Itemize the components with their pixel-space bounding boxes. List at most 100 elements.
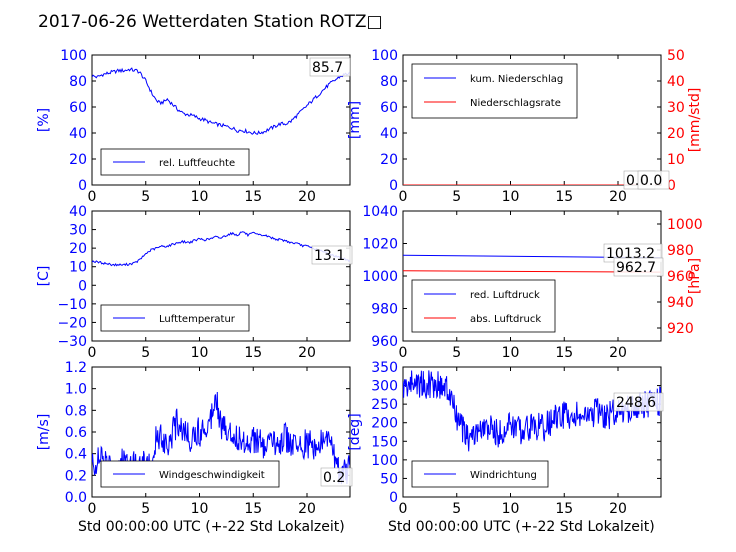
y-axis-label: [m/s] (36, 414, 52, 451)
x-tick-label: 10 (502, 345, 520, 361)
panel-3: 0 5 10 15 20 −30 −20 −10 0 10 20 30 40 [C] Lufttempera… (36, 204, 353, 361)
x-tick-label: 0 (88, 189, 97, 205)
annotation-box (613, 257, 664, 277)
y-tick-label-right: 940 (667, 295, 694, 311)
y-tick-label: 40 (69, 126, 87, 142)
x-tick-label: 15 (555, 345, 573, 361)
y-axis-label-right: [mm/std] (687, 88, 703, 153)
annotation-box (637, 170, 670, 190)
x-tick-label: 15 (555, 501, 573, 517)
y-tick-label-right: 980 (667, 243, 694, 259)
x-tick-label: 10 (502, 501, 520, 517)
annotation-value: 962.7 (616, 260, 656, 276)
x-axis-label-left: Std 00:00:00 UTC (+-22 Std Lokalzeit) (78, 519, 345, 535)
y-tick-label: 40 (69, 204, 87, 220)
y-tick-label: 0.6 (65, 425, 87, 441)
legend-label: Windgeschwindigkeit (159, 470, 265, 481)
y-tick-label: 0.4 (65, 447, 87, 463)
y-tick-label: 150 (371, 434, 398, 450)
x-tick-label: 0 (399, 189, 408, 205)
axes-frame (91, 54, 351, 186)
x-tick-label: 10 (191, 501, 209, 517)
y-tick-label-right: 920 (667, 321, 694, 337)
y-tick-label: 300 (371, 379, 398, 395)
legend-box (411, 63, 578, 119)
y-tick-label: 1040 (362, 204, 398, 220)
y-tick-label: 1.0 (65, 382, 87, 398)
y-tick-label: 100 (371, 453, 398, 469)
legend-label: Lufttemperatur (159, 314, 236, 325)
y-tick-label: 0 (389, 178, 398, 194)
y-tick-label-right: 20 (667, 126, 685, 142)
figure-title: 2017-06-26 Wetterdaten Station ROTZ□ (38, 12, 383, 32)
y-tick-label: 0.8 (65, 403, 87, 419)
x-tick-label: 0 (399, 501, 408, 517)
y-tick-label: 200 (371, 416, 398, 432)
legend-label: kum. Niederschlag (470, 74, 563, 85)
axes-frame (91, 210, 351, 342)
y-axis-label: [C] (36, 266, 52, 287)
x-tick-label: 10 (191, 345, 209, 361)
y-axis-label: [deg] (347, 413, 363, 450)
y-axis-label: [mm] (347, 101, 363, 139)
x-tick-label: 0 (399, 345, 408, 361)
y-tick-label-right: 50 (667, 48, 685, 64)
y-tick-label: 20 (69, 241, 87, 257)
y-tick-label-right: 40 (667, 74, 685, 90)
panel-1: 0 5 10 15 20 0 20 40 60 80 100 [%] rel. Luftfeuchte 8… (36, 48, 351, 205)
x-tick-label: 0 (88, 345, 97, 361)
legend-label: rel. Luftfeuchte (159, 158, 235, 169)
panel-4: 0 5 10 15 20 960 980 1000 1020 1040 920 940 960 980 10… (362, 204, 703, 361)
annotation-value: 13.1 (314, 248, 345, 264)
x-tick-label: 20 (609, 345, 627, 361)
annotation-box (309, 57, 351, 77)
legend-label: Niederschlagsrate (470, 98, 561, 109)
y-tick-label-right: 960 (667, 269, 694, 285)
y-tick-label: 20 (380, 152, 398, 168)
annotation-value: 85.7 (312, 60, 343, 76)
y-tick-label: 80 (380, 74, 398, 90)
panel-5: 0 5 10 15 20 0.0 0.2 0.4 0.6 0.8 1.0 1.2 [m/s] Windge… (36, 360, 353, 517)
y-tick-label: 960 (371, 334, 398, 350)
x-tick-label: 5 (141, 189, 150, 205)
y-tick-label: 20 (69, 152, 87, 168)
y-tick-label: 980 (371, 302, 398, 318)
annotation-value: 0.2 (323, 470, 345, 486)
y-tick-label: −20 (57, 315, 87, 331)
y-tick-label: 0 (78, 178, 87, 194)
y-tick-label: 40 (380, 126, 398, 142)
legend-label: Windrichtung (470, 470, 537, 481)
annotation-box (613, 392, 664, 412)
x-tick-label: 10 (191, 189, 209, 205)
x-tick-label: 20 (298, 189, 316, 205)
y-tick-label: 50 (380, 471, 398, 487)
y-axis-label: [%] (36, 108, 52, 132)
series-line-1 (92, 231, 350, 267)
annotation-value: 0.0 (640, 173, 662, 189)
x-tick-label: 5 (452, 345, 461, 361)
series-line-1 (92, 67, 350, 135)
y-tick-label: −10 (57, 297, 87, 313)
legend-label: red. Luftdruck (470, 290, 540, 301)
annotation-value: 248.6 (616, 395, 656, 411)
x-tick-label: 15 (244, 345, 262, 361)
y-tick-label: 60 (380, 100, 398, 116)
legend-label: abs. Luftdruck (470, 314, 541, 325)
annotation-box (311, 245, 353, 265)
panel-2: 0 5 10 15 20 0 20 40 60 80 100 0 10 20 30 40 50 [mm] [mm/s… (347, 48, 703, 205)
y-tick-label-right: 0 (667, 178, 676, 194)
y-tick-label: 100 (60, 48, 87, 64)
y-tick-label: 0.2 (65, 468, 87, 484)
y-tick-label: 250 (371, 397, 398, 413)
legend-box (411, 279, 556, 333)
x-tick-label: 5 (141, 501, 150, 517)
y-tick-label: 60 (69, 100, 87, 116)
y-tick-label-right: 1000 (667, 217, 703, 233)
x-tick-label: 20 (298, 501, 316, 517)
y-tick-label: −30 (57, 334, 87, 350)
y-tick-label-right: 10 (667, 152, 685, 168)
y-tick-label: 10 (69, 260, 87, 276)
y-tick-label: 1000 (362, 269, 398, 285)
y-tick-label: 1020 (362, 237, 398, 253)
